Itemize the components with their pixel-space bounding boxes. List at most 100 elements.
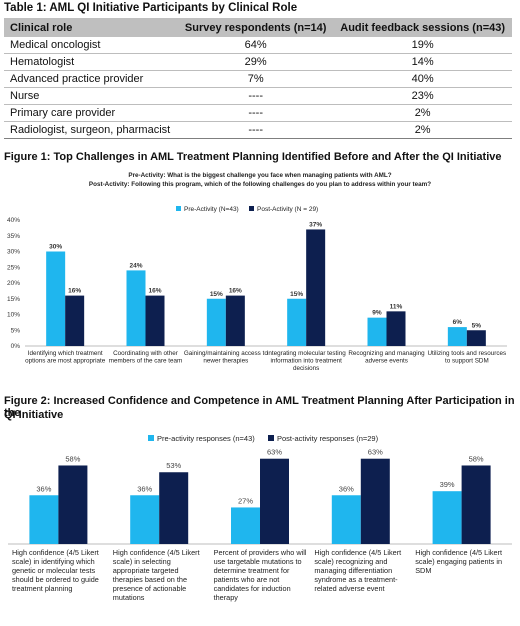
figure2-title-line1: Figure 2: Increased Confidence and Compe… <box>4 395 515 419</box>
y-tick-label: 0% <box>11 343 21 350</box>
category-label: genetic or molecular tests <box>12 566 95 575</box>
category-label: mutations <box>113 593 145 602</box>
table1-title: Table 1: AML QI Initiative Participants … <box>4 2 298 14</box>
survey-cell: ---- <box>178 104 334 122</box>
y-tick-label: 35% <box>7 233 20 240</box>
bar-post <box>145 295 165 346</box>
category-label: Gaining/maintaining access to <box>184 350 269 357</box>
bar-pre <box>287 298 307 346</box>
bar-post <box>466 330 486 346</box>
category-label: options are most appropriate <box>25 358 106 365</box>
table-row: Hematologist 29% 14% <box>4 53 512 71</box>
bar-pre <box>46 251 66 346</box>
category-label: candidates for induction <box>214 584 291 593</box>
data-label-pre: 36% <box>339 484 354 493</box>
data-label-pre: 27% <box>238 496 253 505</box>
bar-pre <box>29 495 59 544</box>
data-label-post: 58% <box>65 454 80 463</box>
data-label-pre: 30% <box>49 244 62 251</box>
role-cell: Advanced practice provider <box>4 70 179 88</box>
category-label: Coordinating with other <box>113 350 178 357</box>
table-row: Primary care provider ---- 2% <box>4 104 512 122</box>
figure2-chart: Pre-activity responses (n=43) Post-activi… <box>8 434 512 602</box>
bar-pre <box>432 491 462 544</box>
figure1-title: Figure 1: Top Challenges in AML Treatmen… <box>4 151 502 163</box>
participants-table: Clinical role Survey respondents (n=14) … <box>4 18 512 139</box>
bar-pre <box>367 317 387 346</box>
category-label: Utilizing tools and resources <box>427 350 506 357</box>
table-row: Radiologist, surgeon, pharmacist ---- 2% <box>4 121 512 139</box>
legend-swatch-pre <box>176 206 181 211</box>
y-tick-label: 20% <box>7 280 20 287</box>
category-label: appropriate targeted <box>113 566 179 575</box>
category-label: determine treatment for <box>214 566 290 575</box>
role-cell: Nurse <box>4 87 179 105</box>
category-label: High confidence (4/5 Likert <box>12 548 99 557</box>
category-label: Percent of providers who will <box>214 548 307 557</box>
role-cell: Radiologist, surgeon, pharmacist <box>4 121 179 139</box>
table-header-row: Clinical role Survey respondents (n=14) … <box>4 18 512 37</box>
category-label: newer therapies <box>203 358 248 365</box>
y-tick-label: 10% <box>7 312 20 319</box>
category-label: patients who are not <box>214 575 280 584</box>
figure1-chart: Pre-Activity: What is the biggest challe… <box>7 172 507 372</box>
category-label: should be ordered to guide <box>12 575 99 584</box>
data-label-pre: 36% <box>137 484 152 493</box>
data-label-pre: 6% <box>453 319 463 326</box>
legend-label-pre: Pre-Activity (N=43) <box>184 206 239 213</box>
data-label-post: 58% <box>469 454 484 463</box>
role-cell: Hematologist <box>4 53 179 71</box>
audit-cell: 2% <box>333 104 512 122</box>
data-label-post: 16% <box>229 288 242 295</box>
y-tick-label: 30% <box>7 249 20 256</box>
data-label-post: 63% <box>267 448 282 457</box>
audit-cell: 19% <box>333 37 512 54</box>
category-label: High confidence (4/5 Likert <box>314 548 401 557</box>
category-label: High confidence (4/5 Likert <box>113 548 200 557</box>
legend-swatch-post <box>249 206 254 211</box>
bar-pre <box>206 298 226 346</box>
bar-post <box>306 229 326 346</box>
category-label: syndrome as a treatment- <box>314 575 398 584</box>
legend-swatch-pre <box>148 435 154 441</box>
bar-pre <box>331 495 361 544</box>
data-label-post: 37% <box>309 221 322 228</box>
bar-pre <box>447 327 467 346</box>
category-label: information into treatment <box>270 358 342 365</box>
header-audit-sessions: Audit feedback sessions (n=43) <box>333 18 512 37</box>
survey-cell: ---- <box>178 87 334 105</box>
survey-cell: 7% <box>178 70 334 88</box>
category-label: scale) engaging patients in <box>415 557 502 566</box>
chart-subtitle-line: Pre-Activity: What is the biggest challe… <box>128 172 391 179</box>
bar-post <box>159 472 189 544</box>
survey-cell: 29% <box>178 53 334 71</box>
legend-label-post: Post-Activity (N = 29) <box>257 206 318 213</box>
survey-cell: ---- <box>178 121 334 139</box>
header-survey-respondents: Survey respondents (n=14) <box>178 18 334 37</box>
data-label-post: 63% <box>368 448 383 457</box>
category-label: scale) recognizing and <box>314 557 387 566</box>
survey-cell: 64% <box>178 37 334 54</box>
category-label: adverse events <box>365 358 408 365</box>
bar-post <box>461 465 491 544</box>
legend-swatch-post <box>268 435 274 441</box>
chart-subtitle-line: Post-Activity: Following this program, w… <box>89 181 431 188</box>
category-label: Integrating molecular testing <box>267 350 347 357</box>
table-row: Medical oncologist 64% 19% <box>4 37 512 54</box>
y-tick-label: 15% <box>7 296 20 303</box>
role-cell: Primary care provider <box>4 104 179 122</box>
data-label-post: 16% <box>68 288 81 295</box>
category-label: Identifying which treatment <box>28 350 103 357</box>
data-label-post: 53% <box>166 461 181 470</box>
category-label: scale) in selecting <box>113 557 171 566</box>
category-label: managing differentiation <box>314 566 392 575</box>
data-label-pre: 24% <box>129 262 142 269</box>
data-label-pre: 36% <box>36 484 51 493</box>
bar-pre <box>126 270 146 346</box>
data-label-post: 5% <box>472 322 482 329</box>
data-label-pre: 9% <box>372 310 382 317</box>
category-label: presence of actionable <box>113 584 186 593</box>
audit-cell: 2% <box>333 121 512 139</box>
category-label: treatment planning <box>12 584 72 593</box>
bar-post <box>360 458 390 544</box>
